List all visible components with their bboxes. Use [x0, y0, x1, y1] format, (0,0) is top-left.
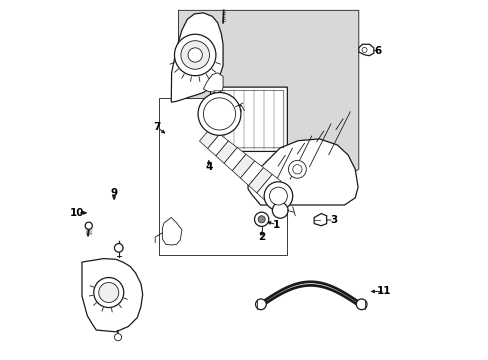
Circle shape — [181, 41, 209, 69]
Circle shape — [188, 48, 202, 62]
Text: 1: 1 — [272, 220, 280, 230]
Text: 10: 10 — [70, 208, 84, 218]
Polygon shape — [169, 10, 358, 208]
Text: 7: 7 — [153, 122, 161, 132]
Circle shape — [264, 182, 292, 210]
Circle shape — [198, 93, 241, 135]
Text: 9: 9 — [110, 188, 118, 198]
Polygon shape — [203, 73, 223, 93]
Circle shape — [292, 165, 302, 174]
Polygon shape — [224, 148, 245, 171]
Circle shape — [99, 283, 119, 302]
Circle shape — [356, 299, 366, 310]
Polygon shape — [82, 258, 142, 332]
Text: 2: 2 — [258, 232, 264, 242]
Circle shape — [258, 216, 264, 223]
Circle shape — [269, 187, 287, 205]
Circle shape — [174, 34, 216, 76]
Polygon shape — [232, 154, 254, 178]
Circle shape — [288, 160, 305, 178]
Polygon shape — [240, 161, 263, 185]
Text: 11: 11 — [377, 287, 391, 296]
Text: 3: 3 — [329, 215, 337, 225]
Polygon shape — [171, 13, 223, 102]
Text: 5: 5 — [233, 105, 241, 115]
Polygon shape — [313, 213, 326, 226]
Polygon shape — [207, 134, 228, 156]
Circle shape — [85, 222, 92, 229]
Polygon shape — [210, 87, 287, 152]
Polygon shape — [215, 141, 237, 163]
Polygon shape — [199, 127, 219, 149]
Text: 8: 8 — [110, 286, 118, 296]
Circle shape — [114, 334, 122, 341]
Circle shape — [361, 48, 366, 53]
Circle shape — [114, 244, 123, 252]
Circle shape — [272, 203, 287, 218]
Polygon shape — [358, 44, 373, 56]
Circle shape — [203, 98, 235, 130]
Circle shape — [94, 278, 123, 307]
Polygon shape — [162, 217, 182, 245]
Text: 6: 6 — [374, 46, 381, 56]
Polygon shape — [247, 139, 357, 205]
Circle shape — [255, 299, 266, 310]
Polygon shape — [256, 174, 281, 200]
Bar — [159, 98, 287, 255]
Polygon shape — [248, 168, 272, 193]
Text: 4: 4 — [204, 162, 212, 172]
Circle shape — [254, 212, 268, 226]
